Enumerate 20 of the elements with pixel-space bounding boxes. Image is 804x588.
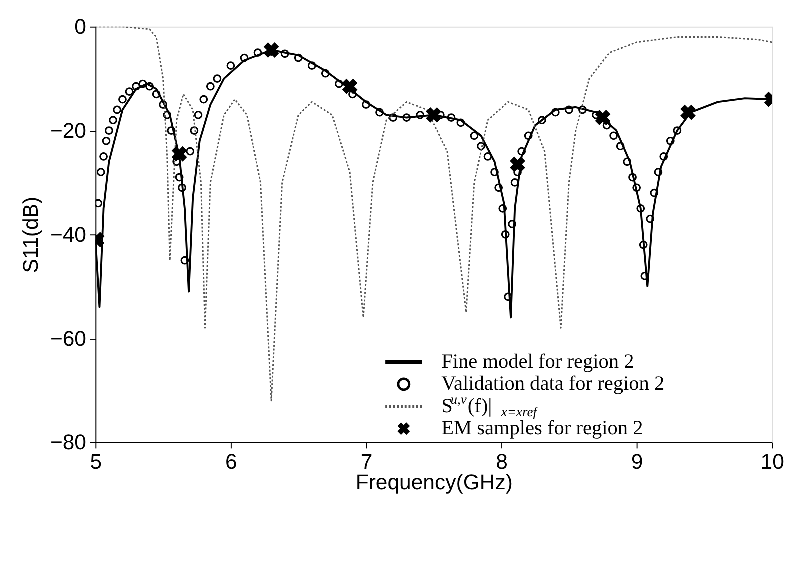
point bbox=[510, 156, 526, 172]
legend-label: EM samples for region 2 bbox=[442, 418, 644, 440]
point bbox=[595, 110, 611, 126]
y-tick-label: −80 bbox=[50, 430, 86, 455]
legend-label: Fine model for region 2 bbox=[442, 350, 634, 373]
y-tick-label: −60 bbox=[50, 326, 86, 351]
point bbox=[264, 42, 280, 58]
point bbox=[342, 78, 358, 94]
point bbox=[426, 107, 442, 123]
x-tick-label: 9 bbox=[631, 450, 644, 474]
x-tick-label: 5 bbox=[90, 450, 102, 474]
point bbox=[172, 146, 188, 162]
y-tick-label: −20 bbox=[50, 119, 86, 144]
y-tick-label: 0 bbox=[74, 15, 86, 40]
y-tick-label: −40 bbox=[50, 222, 86, 247]
y-axis-title: S11(dB) bbox=[18, 196, 43, 274]
legend-label: Validation data for region 2 bbox=[442, 373, 665, 396]
x-tick-label: 6 bbox=[226, 450, 238, 474]
x-tick-label: 10 bbox=[760, 450, 784, 474]
point bbox=[680, 104, 696, 120]
